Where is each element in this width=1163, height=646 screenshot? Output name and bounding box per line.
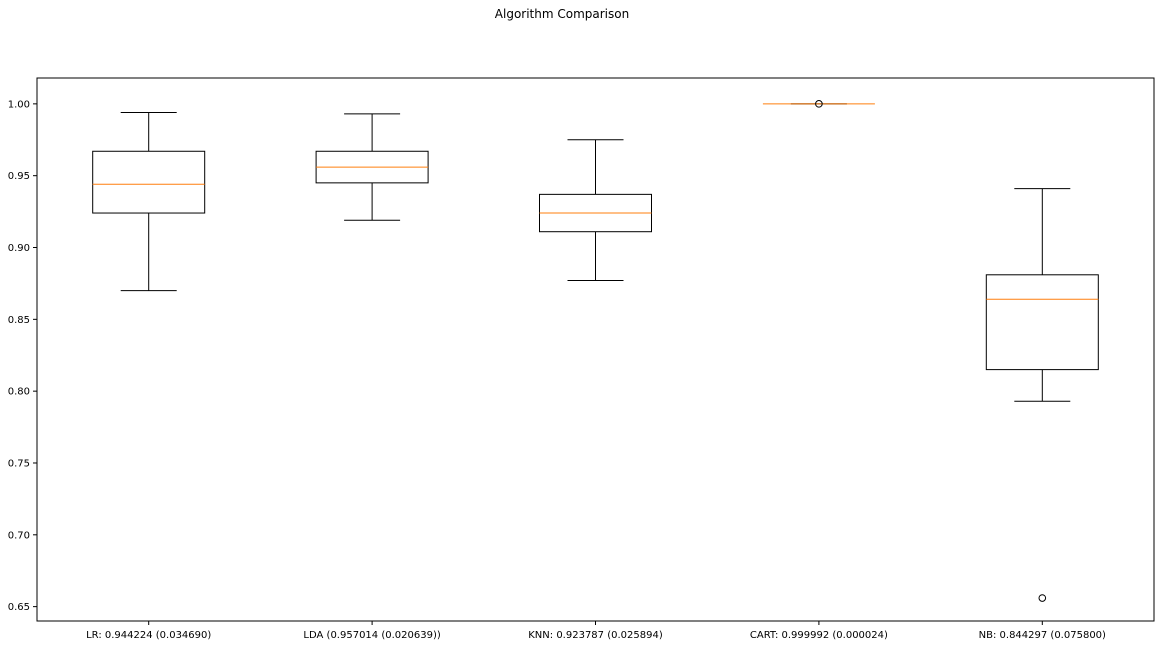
y-tick-label: 0.80 bbox=[8, 387, 30, 398]
outlier-point bbox=[815, 100, 823, 108]
x-tick-label: LDA (0.957014 (0.020639)) bbox=[303, 630, 440, 641]
y-tick-label: 0.90 bbox=[8, 243, 30, 254]
box-group bbox=[762, 100, 875, 108]
box-group bbox=[92, 111, 206, 292]
y-axis: 0.65 0.70 0.75 0.80 0.85 0.90 0.95 1.00 bbox=[8, 99, 37, 613]
y-tick-label: 0.75 bbox=[8, 458, 30, 469]
box-group bbox=[539, 139, 652, 282]
y-tick-label: 1.00 bbox=[8, 99, 30, 110]
y-tick-label: 0.65 bbox=[8, 602, 30, 613]
x-tick-label: KNN: 0.923787 (0.025894) bbox=[528, 630, 663, 641]
x-tick-label: CART: 0.999992 (0.000024) bbox=[750, 630, 888, 641]
y-tick-label: 0.70 bbox=[8, 530, 30, 541]
x-axis: LR: 0.944224 (0.034690) LDA (0.957014 (0.… bbox=[86, 621, 1106, 641]
y-tick-label: 0.95 bbox=[8, 171, 30, 182]
x-tick-label: NB: 0.844297 (0.075800) bbox=[979, 630, 1106, 641]
box-group bbox=[315, 113, 429, 221]
box bbox=[985, 274, 1099, 371]
x-tick-label: LR: 0.944224 (0.034690) bbox=[86, 630, 211, 641]
outlier-point bbox=[1038, 594, 1047, 602]
box bbox=[92, 150, 206, 214]
y-tick-label: 0.85 bbox=[8, 315, 30, 326]
boxes-group bbox=[92, 100, 1099, 602]
chart-title: Algorithm Comparison bbox=[495, 7, 629, 21]
box-group bbox=[985, 188, 1099, 602]
